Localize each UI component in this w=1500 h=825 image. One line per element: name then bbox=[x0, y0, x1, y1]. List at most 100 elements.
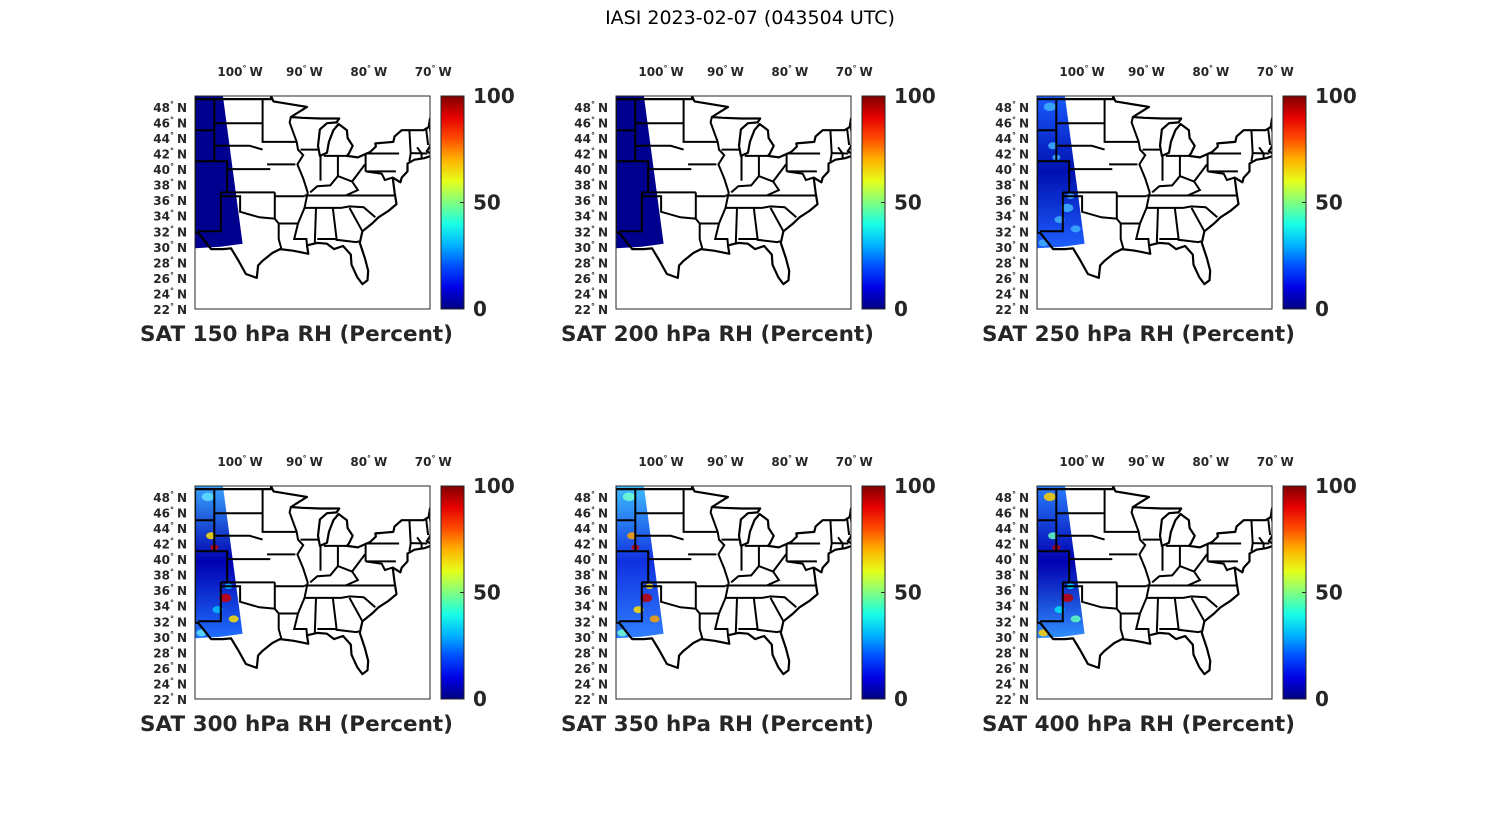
lon-tick-label: 80° W bbox=[1192, 454, 1229, 469]
lon-tick-label: 90° W bbox=[707, 454, 744, 469]
lon-tick-label: 80° W bbox=[350, 64, 387, 79]
state-border bbox=[1037, 550, 1071, 583]
lon-tick-label: 90° W bbox=[707, 64, 744, 79]
us-coastline bbox=[616, 486, 851, 676]
state-border bbox=[1190, 597, 1206, 622]
colorbar-tick-label: 50 bbox=[894, 191, 922, 215]
lat-tick-label: 46° N bbox=[574, 115, 608, 130]
state-border bbox=[198, 192, 222, 233]
lat-tick-label: 34° N bbox=[995, 599, 1029, 614]
state-border bbox=[616, 160, 650, 193]
state-border bbox=[1040, 192, 1064, 233]
lat-tick-label: 46° N bbox=[574, 505, 608, 520]
state-border bbox=[641, 195, 697, 220]
state-border bbox=[829, 520, 833, 552]
lat-tick-label: 22° N bbox=[995, 302, 1029, 317]
colorbar-tick-label: 0 bbox=[894, 687, 908, 711]
figure-title: IASI 2023-02-07 (043504 UTC) bbox=[605, 7, 895, 29]
lon-tick-label: 80° W bbox=[771, 454, 808, 469]
state-border bbox=[616, 550, 650, 583]
colorbar-tick-label: 0 bbox=[473, 687, 487, 711]
us-coastline bbox=[195, 96, 430, 286]
rh-observation bbox=[649, 615, 660, 623]
lat-tick-label: 42° N bbox=[574, 147, 608, 162]
lat-tick-label: 38° N bbox=[574, 568, 608, 583]
map-frame bbox=[615, 95, 852, 310]
state-border bbox=[725, 595, 797, 609]
state-border bbox=[261, 99, 297, 143]
state-border bbox=[195, 160, 229, 193]
state-border bbox=[1056, 144, 1105, 151]
lat-tick-label: 24° N bbox=[574, 676, 608, 691]
rh-observation bbox=[1043, 102, 1056, 112]
lat-tick-label: 36° N bbox=[995, 193, 1029, 208]
state-border bbox=[1207, 560, 1235, 572]
satellite-swath bbox=[1037, 96, 1085, 249]
state-border bbox=[1115, 192, 1125, 249]
state-border bbox=[304, 595, 376, 609]
state-border bbox=[1151, 163, 1208, 194]
lat-tick-label: 48° N bbox=[153, 490, 187, 505]
us-coastline bbox=[616, 96, 851, 286]
panel-title: SAT 200 hPa RH (Percent) bbox=[561, 322, 874, 347]
state-border bbox=[304, 205, 376, 219]
lon-tick-label: 90° W bbox=[286, 454, 323, 469]
lat-tick-label: 38° N bbox=[995, 178, 1029, 193]
map-panel: 100° W 90° W 80° W 70° W 48° N 46° N 44° N 42° N 40° N 38°… bbox=[140, 445, 540, 745]
lon-tick-label: 90° W bbox=[286, 64, 323, 79]
lat-tick-label: 44° N bbox=[995, 521, 1029, 536]
satellite-swath bbox=[195, 96, 243, 249]
lat-tick-label: 28° N bbox=[995, 645, 1029, 660]
map-svg: 100° W 90° W 80° W 70° W 48° N46° N44° N42° N40° N38°… bbox=[561, 64, 936, 347]
lat-tick-label: 36° N bbox=[995, 583, 1029, 598]
state-border bbox=[309, 553, 366, 584]
state-border bbox=[1103, 489, 1139, 533]
lat-tick-label: 22° N bbox=[574, 302, 608, 317]
lat-tick-label: 46° N bbox=[153, 115, 187, 130]
state-border bbox=[769, 597, 785, 622]
state-border bbox=[1062, 585, 1118, 610]
state-border bbox=[1056, 534, 1105, 541]
lon-tick-label: 70° W bbox=[836, 454, 873, 469]
state-border bbox=[1267, 518, 1272, 536]
satellite-swath bbox=[616, 486, 664, 639]
lat-tick-label: 26° N bbox=[995, 661, 1029, 676]
lat-tick-label: 48° N bbox=[153, 100, 187, 115]
lat-tick-label: 32° N bbox=[574, 224, 608, 239]
state-border bbox=[1037, 160, 1071, 193]
lon-tick-label: 100° W bbox=[638, 454, 683, 469]
map-frame bbox=[1036, 95, 1273, 310]
state-border bbox=[1187, 180, 1202, 197]
map-panel: 100° W 90° W 80° W 70° W 48° N 46° N 44° N 42° N 40° N 38°… bbox=[982, 55, 1382, 355]
state-border bbox=[220, 585, 276, 610]
state-border bbox=[619, 192, 643, 233]
state-border bbox=[730, 553, 787, 584]
state-border bbox=[313, 597, 317, 634]
state-border bbox=[1146, 205, 1218, 219]
lat-tick-label: 24° N bbox=[574, 286, 608, 301]
panel-title: SAT 300 hPa RH (Percent) bbox=[140, 712, 453, 737]
state-border bbox=[709, 116, 730, 246]
lat-tick-label: 40° N bbox=[574, 552, 608, 567]
state-border bbox=[214, 534, 263, 541]
lat-tick-label: 48° N bbox=[995, 100, 1029, 115]
lon-tick-label: 70° W bbox=[836, 64, 873, 79]
lon-tick-label: 70° W bbox=[415, 64, 452, 79]
lon-tick-label: 90° W bbox=[1128, 454, 1165, 469]
rh-observation bbox=[201, 492, 214, 502]
state-border bbox=[1040, 582, 1064, 623]
state-border bbox=[1250, 520, 1254, 552]
lon-tick-label: 70° W bbox=[415, 454, 452, 469]
state-border bbox=[725, 205, 797, 219]
lat-tick-label: 38° N bbox=[995, 568, 1029, 583]
lat-tick-label: 28° N bbox=[574, 255, 608, 270]
state-border bbox=[195, 550, 229, 583]
state-border bbox=[365, 560, 393, 572]
state-border bbox=[1115, 582, 1125, 639]
state-border bbox=[220, 195, 276, 220]
colorbar-tick-label: 0 bbox=[473, 297, 487, 321]
state-border bbox=[619, 582, 643, 623]
satellite-swath bbox=[616, 96, 664, 249]
state-border bbox=[408, 520, 412, 552]
panel-title: SAT 400 hPa RH (Percent) bbox=[982, 712, 1295, 737]
